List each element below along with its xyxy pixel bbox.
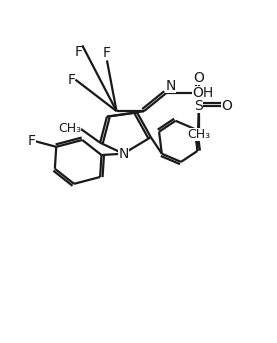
Text: N: N [166,79,176,93]
Text: OH: OH [192,86,213,100]
Text: S: S [194,99,203,113]
Text: CH₃: CH₃ [187,128,211,141]
Text: CH₃: CH₃ [58,122,81,135]
Text: O: O [193,71,204,85]
Text: F: F [28,134,36,148]
Text: F: F [67,73,75,87]
Text: F: F [103,46,111,60]
Text: O: O [221,99,232,113]
Text: N: N [118,147,129,161]
Text: F: F [74,45,82,59]
